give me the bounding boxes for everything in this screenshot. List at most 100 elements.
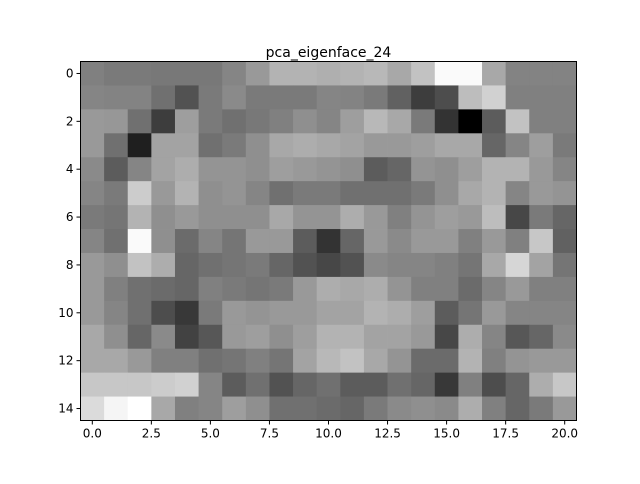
- heatmap-cell: [482, 157, 507, 182]
- heatmap-cell: [127, 300, 152, 326]
- heatmap-cell: [245, 61, 270, 86]
- y-tick-label: 0: [66, 66, 74, 80]
- heatmap-cell: [482, 133, 507, 158]
- heatmap-cell: [340, 396, 365, 421]
- heatmap-cell: [316, 157, 341, 182]
- heatmap-cell: [482, 300, 507, 326]
- heatmap-cell: [198, 348, 223, 374]
- heatmap-cell: [245, 85, 270, 110]
- heatmap-cell: [127, 133, 152, 158]
- y-tick-label: 10: [58, 306, 73, 320]
- x-tick-label: 15.0: [433, 427, 460, 441]
- heatmap-cell: [387, 372, 412, 397]
- heatmap-cell: [505, 181, 530, 206]
- heatmap-cell: [363, 276, 388, 302]
- heatmap-cell: [80, 229, 105, 254]
- heatmap-cell: [198, 157, 223, 182]
- heatmap-cell: [529, 61, 554, 86]
- heatmap-cell: [434, 85, 459, 110]
- heatmap-cell: [316, 85, 341, 110]
- heatmap-cell: [198, 181, 223, 206]
- heatmap-cell: [293, 276, 318, 302]
- heatmap-cell: [340, 157, 365, 182]
- heatmap-cell: [529, 85, 554, 110]
- heatmap-cell: [269, 229, 294, 254]
- heatmap-cell: [552, 372, 577, 397]
- heatmap-cell: [529, 157, 554, 182]
- heatmap-cell: [529, 205, 554, 230]
- heatmap-cell: [293, 372, 318, 397]
- heatmap-cell: [245, 276, 270, 302]
- heatmap-cell: [482, 324, 507, 350]
- heatmap-cell: [245, 372, 270, 397]
- heatmap-cell: [363, 324, 388, 350]
- heatmap-cell: [529, 109, 554, 134]
- heatmap-cell: [505, 109, 530, 134]
- heatmap-cell: [505, 205, 530, 230]
- heatmap-cell: [411, 396, 436, 421]
- heatmap-cell: [127, 205, 152, 230]
- heatmap-cell: [316, 205, 341, 230]
- heatmap-cell: [411, 372, 436, 397]
- heatmap-cell: [222, 181, 247, 206]
- heatmap-cell: [269, 61, 294, 86]
- y-tick-label: 6: [66, 210, 74, 224]
- heatmap-cell: [552, 109, 577, 134]
- heatmap-cell: [222, 252, 247, 278]
- heatmap-cell: [434, 396, 459, 421]
- heatmap-cell: [458, 205, 483, 230]
- heatmap-cell: [482, 276, 507, 302]
- heatmap-cell: [198, 109, 223, 134]
- heatmap-cell: [482, 372, 507, 397]
- heatmap-cell: [245, 181, 270, 206]
- heatmap-cell: [127, 348, 152, 374]
- heatmap-cell: [293, 61, 318, 86]
- heatmap-cell: [127, 229, 152, 254]
- heatmap-cell: [529, 348, 554, 374]
- heatmap-cell: [458, 348, 483, 374]
- heatmap-cell: [434, 157, 459, 182]
- heatmap-cell: [293, 181, 318, 206]
- heatmap-cell: [316, 372, 341, 397]
- heatmap-cell: [316, 396, 341, 421]
- heatmap-cell: [434, 205, 459, 230]
- heatmap-cell: [104, 181, 129, 206]
- heatmap-cell: [458, 85, 483, 110]
- heatmap-cell: [505, 396, 530, 421]
- heatmap-cell: [222, 205, 247, 230]
- heatmap-cell: [434, 348, 459, 374]
- heatmap-cell: [151, 252, 176, 278]
- heatmap-cell: [104, 372, 129, 397]
- heatmap-cell: [269, 324, 294, 350]
- heatmap-cell: [529, 396, 554, 421]
- heatmap-cell: [222, 348, 247, 374]
- heatmap-cell: [529, 181, 554, 206]
- heatmap-cell: [316, 181, 341, 206]
- heatmap-cell: [458, 276, 483, 302]
- heatmap-cell: [340, 300, 365, 326]
- heatmap-cell: [269, 109, 294, 134]
- heatmap-cell: [363, 300, 388, 326]
- heatmap-cell: [316, 252, 341, 278]
- heatmap-cell: [387, 252, 412, 278]
- heatmap-cell: [151, 157, 176, 182]
- heatmap-cell: [151, 61, 176, 86]
- heatmap-cell: [269, 181, 294, 206]
- heatmap-cell: [222, 61, 247, 86]
- heatmap-cell: [245, 205, 270, 230]
- heatmap-cell: [198, 372, 223, 397]
- heatmap-cell: [363, 205, 388, 230]
- heatmap-cell: [458, 229, 483, 254]
- heatmap-cell: [482, 252, 507, 278]
- x-tick-label: 10.0: [315, 427, 342, 441]
- heatmap-cell: [293, 252, 318, 278]
- heatmap-cell: [198, 276, 223, 302]
- heatmap-cell: [552, 133, 577, 158]
- heatmap-cell: [245, 300, 270, 326]
- heatmap-cell: [458, 181, 483, 206]
- heatmap-cell: [174, 205, 199, 230]
- heatmap-cell: [174, 348, 199, 374]
- heatmap-cell: [104, 61, 129, 86]
- heatmap-cell: [104, 109, 129, 134]
- heatmap-cell: [198, 252, 223, 278]
